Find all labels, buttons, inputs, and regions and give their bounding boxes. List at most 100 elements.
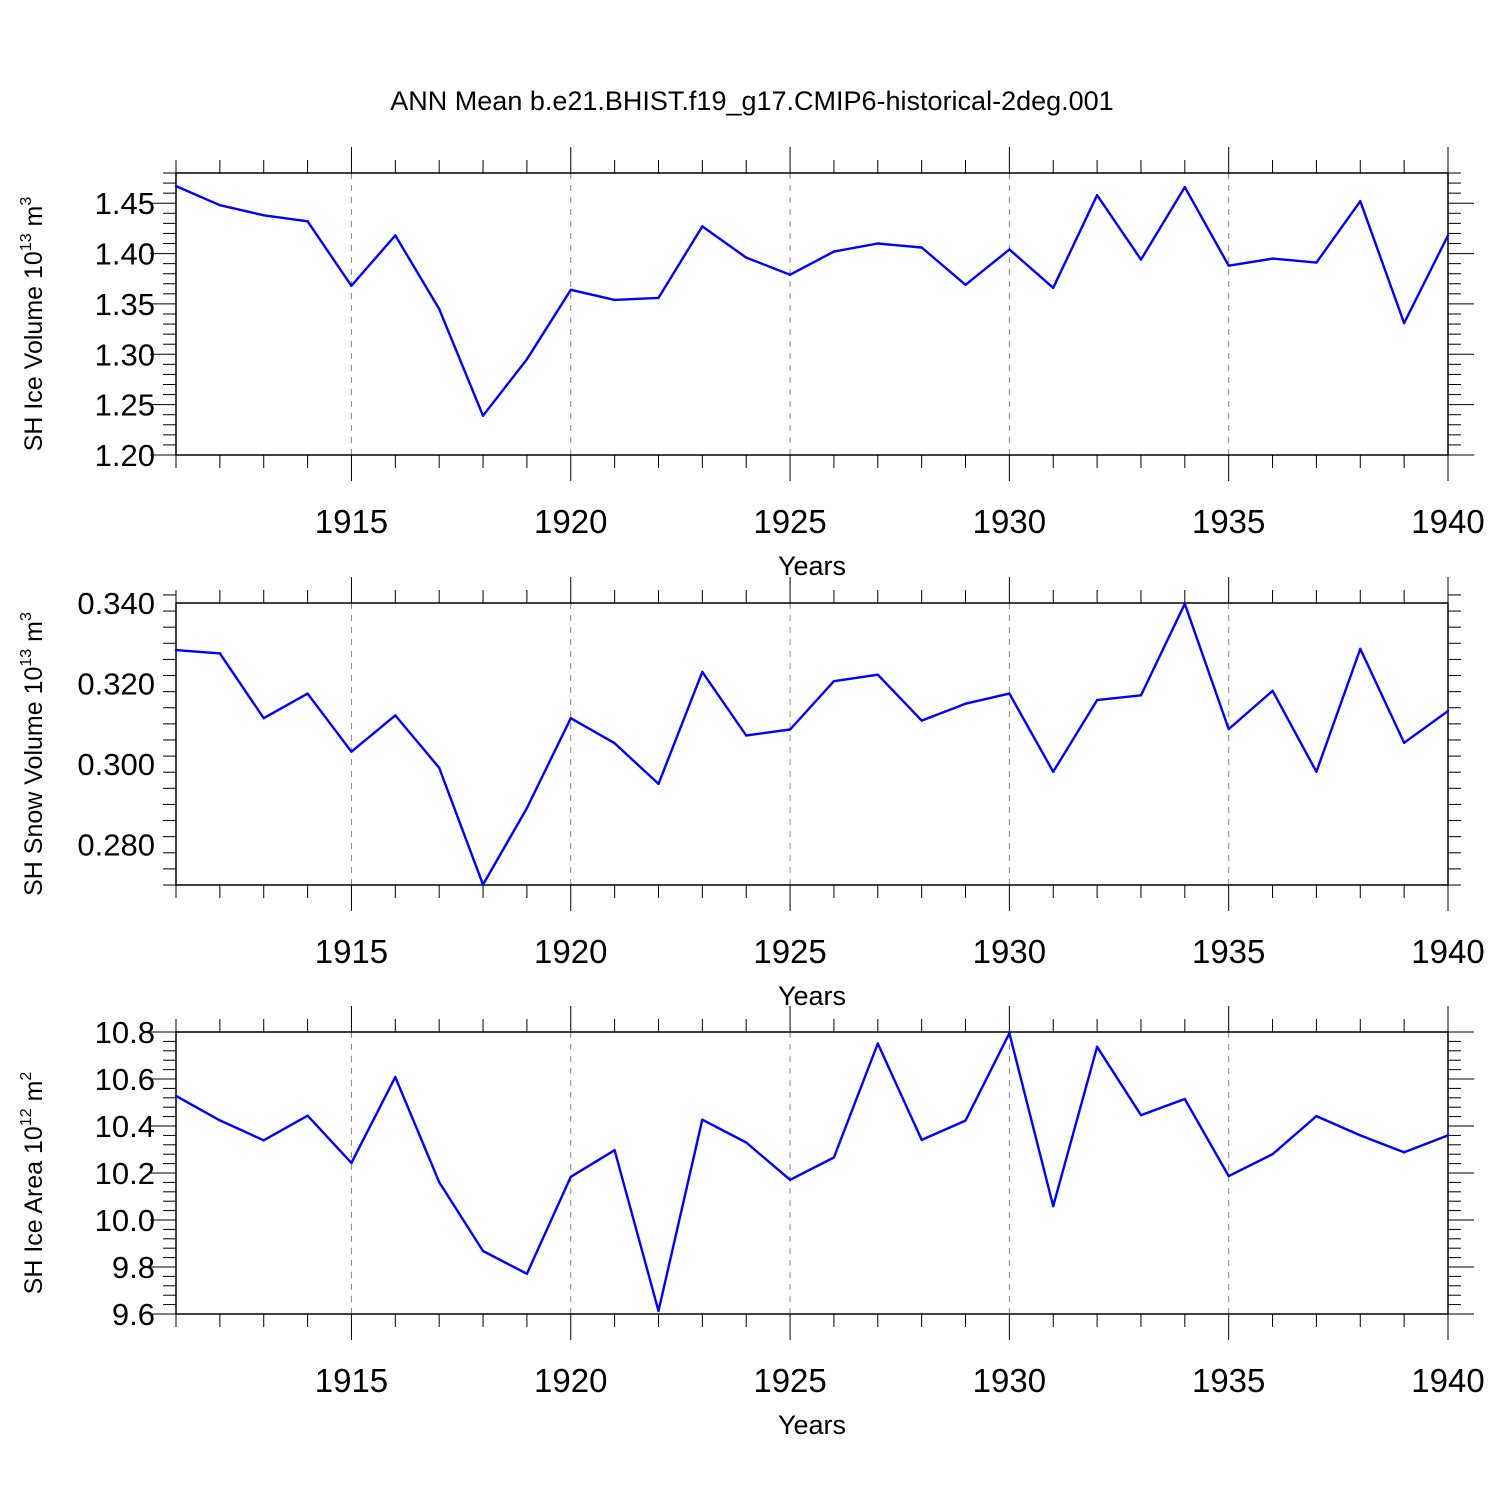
data-point (1008, 1031, 1011, 1035)
data-point (306, 1114, 309, 1117)
plot-frame (175, 172, 1449, 456)
data-point (1052, 770, 1055, 773)
data-point (613, 1149, 616, 1152)
y-tick-label: 10.8 (95, 1015, 155, 1050)
data-point (1095, 1045, 1099, 1049)
x-tick-label: 1915 (315, 1362, 388, 1399)
data-point (262, 1139, 265, 1142)
data-point (306, 692, 309, 695)
y-tick-label: 1.35 (95, 287, 155, 322)
chart-panels: 1.20 1.25 1.30 1.35 1.40 1.45 1915 1920 1925 1930… (18, 147, 1485, 1440)
x-tick-label: 1930 (973, 1362, 1046, 1399)
data-point (1446, 1134, 1450, 1137)
plot-frame (175, 602, 1449, 886)
data-point (613, 741, 616, 745)
data-point (788, 1178, 792, 1182)
y-tick-label: 9.6 (112, 1297, 155, 1332)
data-point (701, 225, 704, 228)
y-tick-label: 0.280 (77, 828, 155, 863)
data-point (569, 717, 572, 720)
y-axis-label: SH Ice Volume 1013 m3 (18, 197, 48, 452)
data-point (437, 1180, 441, 1184)
x-tick-label: 1940 (1411, 933, 1484, 970)
data-point (832, 250, 836, 253)
data-point (1183, 185, 1187, 189)
data-point (788, 273, 792, 276)
y-tick-label: 1.20 (95, 438, 155, 473)
data-point (788, 728, 792, 731)
data-point (394, 234, 397, 237)
data-point (218, 652, 222, 655)
data-point (1402, 741, 1406, 744)
x-tick-label: 1935 (1192, 1362, 1265, 1399)
data-point (569, 1175, 572, 1178)
data-point (262, 717, 265, 720)
data-point (350, 284, 353, 287)
x-tick-label: 1915 (315, 503, 388, 540)
data-point (1271, 689, 1274, 693)
y-tick-label: 0.300 (77, 747, 155, 782)
data-point (1315, 770, 1318, 773)
data-point (262, 214, 265, 217)
data-point (350, 1161, 353, 1165)
data-point (1095, 698, 1099, 702)
series-line (175, 602, 1449, 886)
data-point (481, 414, 485, 417)
data-point (1402, 1151, 1406, 1154)
data-point (525, 806, 529, 810)
data-point (701, 1118, 704, 1121)
data-point (350, 750, 353, 753)
x-tick-label: 1925 (753, 1362, 826, 1399)
series-line (175, 1031, 1449, 1313)
data-point (832, 679, 836, 683)
data-point (481, 1249, 485, 1253)
data-point (1227, 1174, 1230, 1178)
data-point (964, 283, 967, 286)
x-tick-label: 1930 (973, 503, 1046, 540)
panel-3: 9.6 9.8 10.0 10.2 10.4 10.6 10.8 1915 1920 1925 19… (18, 1006, 1485, 1440)
data-point (218, 1119, 222, 1122)
x-tick-label: 1940 (1411, 503, 1484, 540)
y-tick-label: 0.320 (77, 667, 155, 702)
data-point (657, 1309, 660, 1313)
data-point (964, 1119, 967, 1122)
data-point (218, 204, 222, 207)
data-point (745, 1141, 748, 1144)
data-point (832, 1156, 836, 1159)
data-point (1183, 1097, 1187, 1101)
panel-1: 1.20 1.25 1.30 1.35 1.40 1.45 1915 1920 1925 1930… (18, 147, 1485, 581)
data-point (876, 242, 879, 245)
data-point (1227, 727, 1230, 731)
x-tick-label: 1925 (753, 503, 826, 540)
data-point (174, 184, 178, 188)
data-point (920, 246, 923, 249)
data-point (1227, 264, 1230, 267)
x-tick-label: 1935 (1192, 933, 1265, 970)
chart-title: ANN Mean b.e21.BHIST.f19_g17.CMIP6-histo… (390, 86, 1113, 116)
data-point (1052, 286, 1055, 290)
data-point (306, 220, 309, 223)
data-point (920, 1138, 923, 1142)
panel-2: 0.280 0.300 0.320 0.340 1915 1920 1925 1930 1935… (18, 577, 1485, 1011)
data-point (657, 782, 660, 786)
data-point (876, 1042, 879, 1045)
data-point (1315, 1114, 1318, 1118)
data-point (1359, 647, 1362, 651)
data-point (1359, 1134, 1362, 1137)
data-point (613, 298, 616, 302)
y-tick-label: 1.40 (95, 237, 155, 272)
x-tick-label: 1930 (973, 933, 1046, 970)
data-point (745, 256, 748, 259)
data-point (394, 714, 397, 717)
data-point (964, 702, 967, 705)
y-tick-label: 10.4 (95, 1109, 155, 1144)
data-point (1271, 1153, 1274, 1156)
data-point (1446, 234, 1450, 237)
data-point (1008, 248, 1011, 251)
y-tick-label: 10.0 (95, 1203, 155, 1238)
plot-frame (175, 1031, 1449, 1315)
data-point (701, 670, 704, 674)
series-line (175, 184, 1450, 417)
y-tick-label: 0.340 (77, 586, 155, 621)
